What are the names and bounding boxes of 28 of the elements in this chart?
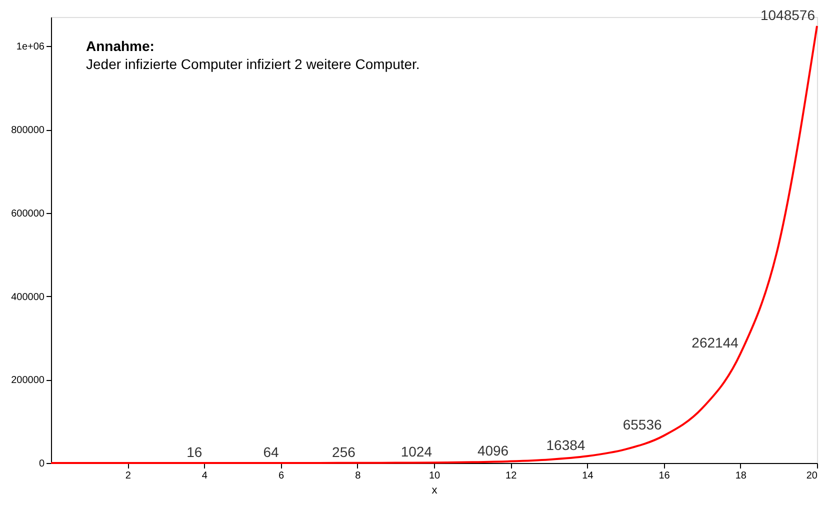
y-tick-label: 200000 <box>11 375 45 386</box>
data-label: 16 <box>186 444 202 460</box>
y-tick-label: 400000 <box>11 292 45 303</box>
x-tick-label: 10 <box>428 470 440 482</box>
x-tick-label: 12 <box>506 470 518 482</box>
y-tick-label: 800000 <box>11 125 45 136</box>
y-tick-label: 1e+06 <box>16 42 45 53</box>
data-label: 1024 <box>400 444 432 460</box>
y-tick-label: 600000 <box>11 208 45 220</box>
x-axis-title: x <box>432 484 438 496</box>
data-label: 64 <box>263 444 280 460</box>
x-tick-label: 20 <box>806 470 818 482</box>
x-tick-label: 8 <box>355 470 362 482</box>
x-tick-label: 4 <box>202 470 208 482</box>
x-tick-label: 18 <box>735 470 747 482</box>
data-label: 16384 <box>546 437 586 454</box>
x-tick-label: 16 <box>658 470 670 482</box>
data-label: 4096 <box>477 442 509 458</box>
annotation: Jeder infizierte Computer infiziert 2 weitere Computer. <box>86 56 420 72</box>
data-label: 256 <box>332 444 356 460</box>
x-tick-label: 6 <box>278 470 285 482</box>
x-tick-label: 14 <box>582 470 594 482</box>
data-label: 1048576 <box>760 6 816 23</box>
data-label: 262144 <box>692 334 739 351</box>
annotation: Annahme: <box>86 38 154 54</box>
data-label: 65536 <box>622 416 662 433</box>
x-tick-label: 2 <box>125 470 132 482</box>
y-tick-label: 0 <box>38 458 45 470</box>
